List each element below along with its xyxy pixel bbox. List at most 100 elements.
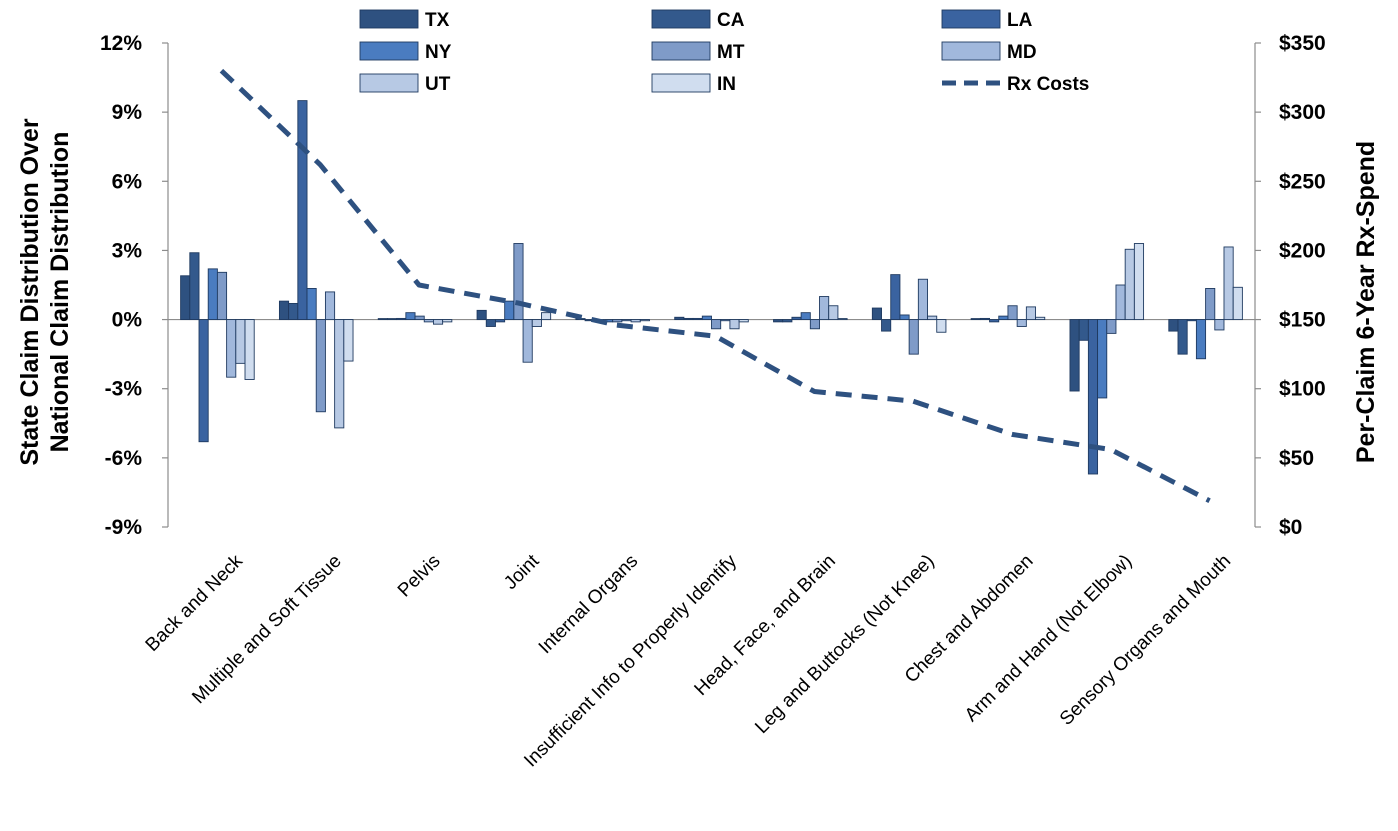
bar-md-back-and-neck [226, 319, 237, 378]
category-label-insufficient-info-to-properly-identify: Insufficient Info to Properly Identify [520, 550, 741, 771]
left-axis-title-line-2: National Claim Distribution [46, 132, 74, 453]
bar-tx-back-and-neck [180, 275, 191, 321]
category-label-leg-and-buttocks-not-knee: Leg and Buttocks (Not Knee) [751, 551, 938, 738]
bar-ca-multiple-and-soft-tissue [288, 302, 299, 321]
legend: TX CA LA NY MT MD UT IN Rx Costs [359, 9, 1089, 95]
right-tick-label: $50 [1279, 447, 1314, 470]
legend-swatch-mt [651, 41, 711, 61]
right-tick-label: $350 [1279, 32, 1326, 55]
bar-ut-arm-and-hand-not-elbow [1124, 248, 1135, 321]
bar-ca-head-face-and-brain [782, 319, 793, 323]
bar-ny-sensory-organs-and-mouth [1195, 319, 1207, 360]
bar-la-arm-and-hand-not-elbow [1087, 319, 1099, 475]
bar-la-head-face-and-brain [791, 316, 802, 321]
bar-tx-leg-and-buttocks-not-knee [871, 307, 882, 321]
right-tick-label: $250 [1279, 170, 1326, 193]
left-tick-label: 6% [112, 170, 143, 193]
bar-mt-insufficient-info-to-properly-identify [711, 319, 722, 330]
category-label-joint: Joint [500, 550, 544, 594]
category-label-arm-and-hand-not-elbow: Arm and Hand (Not Elbow) [961, 551, 1136, 726]
bar-tx-joint [476, 309, 487, 321]
bar-mt-multiple-and-soft-tissue [315, 319, 326, 413]
legend-swatch-la [941, 9, 1001, 29]
left-tick-label: -9% [105, 516, 143, 539]
right-tick-label: $150 [1279, 309, 1326, 332]
bar-la-chest-and-abdomen [989, 319, 1000, 323]
bar-ut-joint [531, 319, 542, 327]
bar-tx-chest-and-abdomen [970, 318, 981, 321]
bar-mt-head-face-and-brain [809, 319, 820, 330]
bar-in-back-and-neck [244, 319, 255, 380]
legend-label-in: IN [717, 74, 736, 95]
bar-tx-arm-and-hand-not-elbow [1069, 319, 1080, 392]
left-tick-label: 12% [100, 32, 142, 55]
bar-tx-sensory-organs-and-mouth [1168, 319, 1179, 332]
bar-tx-insufficient-info-to-properly-identify [674, 316, 685, 321]
bar-la-multiple-and-soft-tissue [297, 100, 308, 321]
category-label-pelvis: Pelvis [394, 551, 445, 602]
bar-la-sensory-organs-and-mouth [1186, 319, 1197, 322]
bar-ut-sensory-organs-and-mouth [1223, 246, 1234, 321]
bar-ut-leg-and-buttocks-not-knee [927, 315, 938, 321]
bar-mt-chest-and-abdomen [1007, 305, 1018, 321]
bar-in-leg-and-buttocks-not-knee [936, 319, 947, 333]
bar-md-multiple-and-soft-tissue [324, 291, 336, 321]
right-tick-label: $0 [1279, 516, 1302, 539]
bar-ny-head-face-and-brain [800, 312, 811, 321]
left-tick-label: -6% [105, 447, 143, 470]
bar-in-arm-and-hand-not-elbow [1133, 243, 1145, 321]
legend-swatch-tx [359, 9, 419, 29]
bar-md-insufficient-info-to-properly-identify [720, 319, 731, 322]
legend-label-tx: TX [425, 10, 450, 31]
bar-mt-joint [513, 243, 524, 321]
bar-ny-insufficient-info-to-properly-identify [701, 315, 712, 321]
labels: -9% -6% -3% 0% 3% 6% 9% 12% $0 $50 $100 $150 $200 $25… [16, 32, 1380, 771]
bar-tx-multiple-and-soft-tissue [278, 300, 290, 321]
bar-md-sensory-organs-and-mouth [1214, 319, 1225, 331]
bar-in-insufficient-info-to-properly-identify [738, 319, 749, 323]
legend-swatch-ut [359, 73, 419, 93]
bar-md-joint [522, 319, 533, 363]
bar-ny-arm-and-hand-not-elbow [1097, 319, 1108, 399]
bar-ut-chest-and-abdomen [1025, 306, 1037, 321]
category-label-internal-organs: Internal Organs [535, 551, 642, 658]
bar-in-sensory-organs-and-mouth [1232, 286, 1243, 321]
legend-label-ny: NY [425, 42, 452, 63]
bar-la-back-and-neck [198, 319, 209, 443]
left-axis-title: State Claim Distribution OverNational Cl… [16, 118, 74, 466]
bar-ut-insufficient-info-to-properly-identify [729, 319, 740, 330]
bar-ca-pelvis [386, 318, 398, 321]
bar-md-chest-and-abdomen [1016, 319, 1027, 327]
bar-tx-pelvis [377, 318, 388, 321]
legend-label-mt: MT [717, 42, 745, 63]
bar-md-internal-organs [621, 319, 632, 322]
bar-ut-multiple-and-soft-tissue [334, 319, 345, 429]
left-tick-label: 9% [112, 101, 143, 124]
bar-la-insufficient-info-to-properly-identify [692, 317, 703, 321]
bar-ca-insufficient-info-to-properly-identify [683, 317, 694, 321]
rx-costs-line [219, 68, 1211, 503]
bar-ny-chest-and-abdomen [998, 315, 1009, 321]
bar-in-internal-organs [639, 319, 650, 322]
bar-ca-arm-and-hand-not-elbow [1078, 319, 1089, 341]
bar-ca-chest-and-abdomen [979, 317, 991, 321]
bar-ny-back-and-neck [207, 268, 218, 321]
bar-ut-back-and-neck [235, 319, 246, 364]
bar-tx-head-face-and-brain [773, 319, 784, 323]
bar-ny-pelvis [405, 312, 416, 321]
right-tick-label: $100 [1279, 378, 1326, 401]
right-tick-label: $200 [1279, 239, 1326, 262]
bar-in-head-face-and-brain [837, 318, 848, 321]
bar-ca-back-and-neck [189, 252, 200, 321]
bar-md-pelvis [423, 319, 434, 323]
legend-label-md: MD [1007, 42, 1037, 63]
left-axis-title-line-1: State Claim Distribution Over [16, 118, 44, 466]
rx-costs-line-group [219, 68, 1211, 503]
legend-swatch-in [651, 73, 711, 93]
bar-mt-internal-organs [612, 319, 623, 323]
bar-la-pelvis [396, 317, 407, 321]
bar-la-joint [495, 319, 506, 323]
left-tick-label: 3% [112, 239, 143, 262]
bar-ca-sensory-organs-and-mouth [1177, 319, 1188, 355]
